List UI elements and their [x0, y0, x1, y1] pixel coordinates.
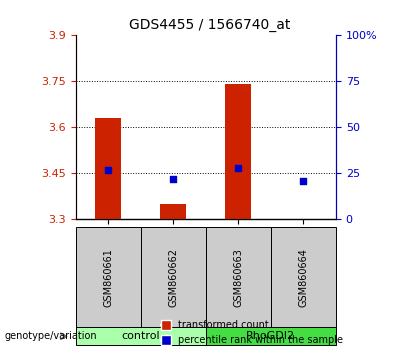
Bar: [95, 118, 121, 219]
Bar: [160, 204, 186, 219]
Point: [170, 176, 177, 182]
Text: control: control: [121, 331, 160, 341]
Text: GSM860663: GSM860663: [234, 249, 243, 307]
Text: RhoGDI2: RhoGDI2: [247, 331, 295, 341]
Point: [300, 178, 307, 184]
Point: [235, 165, 242, 171]
Text: GDS4455 / 1566740_at: GDS4455 / 1566740_at: [129, 18, 291, 32]
Text: genotype/variation: genotype/variation: [4, 331, 97, 341]
Point: [105, 167, 112, 173]
Legend: transformed count, percentile rank within the sample: transformed count, percentile rank withi…: [157, 316, 347, 349]
Text: GSM860661: GSM860661: [103, 249, 113, 307]
Text: GSM860662: GSM860662: [168, 249, 178, 307]
Bar: [225, 85, 251, 219]
Text: GSM860664: GSM860664: [299, 249, 308, 307]
